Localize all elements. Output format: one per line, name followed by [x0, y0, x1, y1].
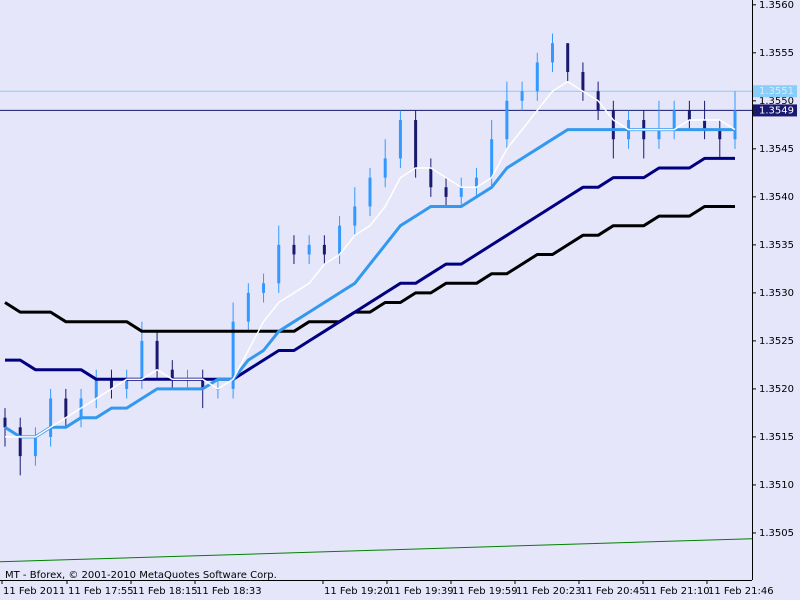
candle-body — [292, 244, 296, 255]
x-tick-label: 11 Feb 20:23 — [516, 586, 582, 597]
candle-body — [231, 321, 235, 389]
moving-average — [5, 80, 736, 438]
x-tick-label: 11 Feb 18:33 — [196, 586, 262, 597]
candle-body — [657, 129, 661, 140]
candle-body — [353, 206, 357, 226]
candle-body — [718, 129, 722, 140]
candle-body — [277, 244, 281, 284]
candle-body — [611, 110, 615, 140]
candle-body — [3, 417, 7, 428]
y-tick-label: 1.3535 — [759, 240, 794, 251]
price-label-box — [753, 85, 797, 98]
candle-body — [201, 379, 205, 389]
candle-body — [383, 158, 387, 178]
x-tick-label: 11 Feb 20:45 — [580, 586, 646, 597]
candle-body — [672, 110, 676, 130]
candle-body — [581, 72, 585, 92]
candle-body — [155, 340, 159, 370]
candle-body — [566, 43, 570, 73]
y-tick-label: 1.3515 — [759, 432, 794, 443]
candle-body — [246, 292, 250, 322]
candle-body — [368, 177, 372, 207]
price-label-box — [753, 104, 797, 117]
x-tick-label: 11 Feb 18:15 — [132, 586, 198, 597]
moving-average — [4, 205, 735, 333]
candle-body — [94, 379, 98, 399]
candle-body — [140, 340, 144, 380]
copyright: MT - Bforex, © 2001-2010 MetaQuotes Soft… — [5, 570, 277, 581]
price-label: 1.3549 — [759, 105, 794, 116]
y-tick-label: 1.3555 — [759, 48, 794, 59]
x-tick-label: 11 Feb 19:20 — [324, 586, 390, 597]
x-tick-label: 11 Feb 19:59 — [452, 586, 518, 597]
candle-body — [307, 244, 311, 255]
y-tick-label: 1.3545 — [759, 144, 794, 155]
moving-average — [4, 128, 735, 439]
candle-body — [170, 369, 174, 380]
candle-body — [429, 168, 433, 188]
x-tick-label: 11 Feb 21:46 — [708, 586, 774, 597]
candle-body — [33, 436, 37, 457]
candle-body — [125, 379, 129, 389]
candle-body — [398, 120, 402, 159]
candle-body — [338, 225, 342, 255]
y-tick-label: 1.3520 — [759, 384, 794, 395]
price-label: 1.3551 — [759, 86, 794, 97]
candle-body — [18, 427, 22, 457]
candle-body — [687, 110, 691, 121]
x-tick-label: 11 Feb 21:10 — [644, 586, 710, 597]
y-tick-label: 1.3525 — [759, 336, 794, 347]
y-tick-label: 1.3505 — [759, 528, 794, 539]
y-tick-label: 1.3560 — [759, 0, 794, 11]
candle-body — [474, 177, 478, 188]
trend-line — [0, 538, 753, 563]
x-tick-label: 11 Feb 17:55 — [68, 586, 134, 597]
x-tick-label: 11 Feb 19:39 — [388, 586, 454, 597]
y-tick-label: 1.3510 — [759, 480, 794, 491]
x-tick-label: 11 Feb 2011 — [3, 586, 65, 597]
candle-body — [109, 379, 113, 389]
candle-body — [444, 187, 448, 197]
candle-body — [262, 283, 266, 293]
candle-body — [505, 100, 509, 140]
candle-body — [414, 120, 418, 169]
candle-body — [64, 398, 68, 418]
y-tick-label: 1.3540 — [759, 192, 794, 203]
candle-body — [551, 43, 554, 63]
candle-body — [322, 244, 326, 255]
candle-body — [459, 187, 463, 197]
y-tick-label: 1.3530 — [759, 288, 794, 299]
y-tick-label: 1.3550 — [759, 96, 794, 107]
candle-body — [49, 398, 53, 437]
candle-body — [490, 139, 494, 178]
candle-body — [520, 91, 524, 101]
candle-body — [703, 120, 707, 130]
candle-body — [733, 110, 737, 140]
candle-body — [535, 62, 539, 92]
